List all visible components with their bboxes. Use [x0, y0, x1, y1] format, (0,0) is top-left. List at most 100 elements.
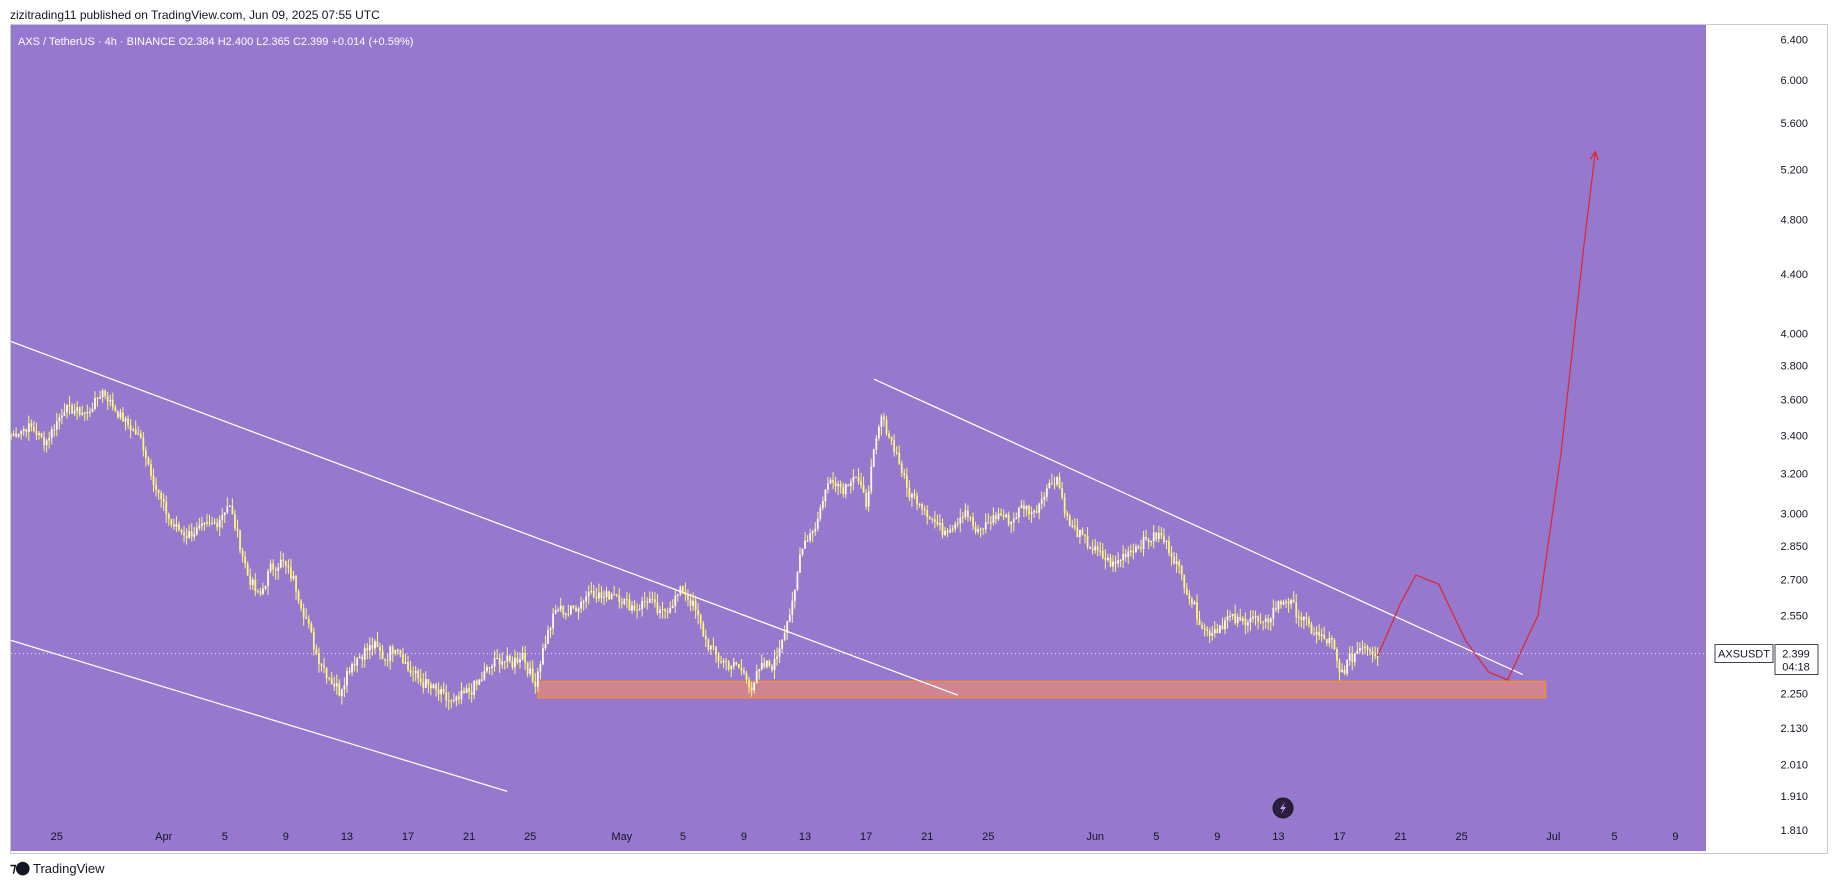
candle-body [460, 690, 463, 700]
x-tick-label: 5 [222, 831, 228, 843]
ohlc-legend: AXS / TetherUS · 4h · BINANCE O2.384 H2.… [18, 36, 413, 48]
candle-body [1051, 482, 1053, 485]
y-tick-label: 3.000 [1780, 509, 1808, 521]
x-tick-label: 17 [402, 831, 414, 843]
candle-body [374, 641, 376, 649]
candle-body [732, 661, 735, 667]
candle-body [55, 421, 58, 430]
x-tick-label: 5 [1611, 831, 1617, 843]
candle-body [699, 615, 702, 624]
candle-body [702, 623, 705, 636]
candle-body [1089, 546, 1091, 549]
candle-body [1122, 553, 1125, 561]
candle-body [972, 517, 974, 527]
candle-body [926, 510, 929, 517]
candle-body [585, 596, 588, 602]
candle-body [71, 405, 73, 414]
candle-body [829, 479, 832, 484]
x-tick-label: 25 [982, 831, 994, 843]
candle-body [437, 689, 440, 695]
candle-body [152, 475, 155, 485]
x-tick-label: 9 [741, 831, 747, 843]
candle-body [1231, 613, 1234, 617]
candle-body [1119, 560, 1122, 562]
candle-body [860, 481, 862, 486]
candle-body [68, 405, 71, 407]
last-price-badge [1774, 644, 1819, 675]
candle-body [852, 476, 855, 483]
candle-body [615, 594, 618, 596]
candle-body [195, 527, 198, 535]
candle-body [384, 658, 387, 661]
candle-body [727, 661, 730, 669]
candle-body [101, 390, 104, 397]
candle-body [857, 477, 860, 482]
candle-body [172, 524, 175, 527]
candle-body [127, 418, 129, 426]
candle-body [827, 483, 829, 490]
candle-body [1198, 619, 1201, 625]
candle-body [944, 530, 946, 536]
x-tick-label: 25 [1456, 831, 1468, 843]
x-tick-label: 9 [1214, 831, 1220, 843]
candle-body [99, 396, 101, 399]
plot-area [11, 25, 1706, 851]
candle-body [1124, 553, 1127, 557]
candle-body [954, 524, 957, 529]
candle-body [1112, 561, 1114, 567]
brand-label[interactable]: TradingView [33, 860, 105, 876]
candle-body [516, 657, 519, 663]
candle-body [598, 592, 600, 599]
candle-body [669, 608, 672, 613]
candle-body [1180, 566, 1183, 575]
candle-body [165, 501, 168, 515]
candle-body [982, 528, 985, 530]
candle-body [379, 647, 381, 651]
candle-body [1015, 517, 1018, 520]
candle-body [552, 613, 554, 629]
x-tick-label: Apr [155, 831, 172, 843]
candle-body [638, 609, 641, 611]
candle-body [48, 438, 51, 441]
candle-body [1038, 503, 1041, 513]
candle-body [1175, 561, 1178, 564]
candle-body [722, 660, 725, 663]
candle-body [465, 688, 468, 694]
candle-body [76, 407, 79, 412]
x-tick-label: 21 [921, 831, 933, 843]
candle-body [1297, 616, 1300, 618]
candle-body [682, 586, 684, 592]
candle-body [1277, 601, 1280, 610]
y-axis: 6.400 6.000 5.600 5.200 4.800 4.400 4.000 3.800… [1780, 34, 1808, 836]
candle-body [1371, 651, 1374, 655]
candle-body [564, 613, 567, 615]
candle-body [480, 679, 483, 681]
candle-body [335, 683, 338, 687]
candle-body [1211, 633, 1214, 636]
candle-body [824, 489, 827, 502]
candle-body [1333, 639, 1336, 649]
candle-body [870, 466, 873, 492]
candle-body [491, 666, 493, 668]
y-tick-label: 1.810 [1780, 825, 1808, 837]
candle-body [292, 575, 295, 579]
x-tick-label: 5 [1153, 831, 1159, 843]
candle-body [328, 678, 331, 680]
candle-body [570, 605, 572, 614]
candle-body [519, 659, 521, 663]
candle-body [1221, 625, 1224, 630]
candle-body [900, 463, 903, 474]
candle-body [1364, 646, 1366, 648]
candle-body [1193, 602, 1196, 605]
candle-body [946, 530, 949, 533]
candle-body [117, 411, 119, 418]
candle-body [399, 649, 402, 655]
candle-body [834, 482, 837, 487]
x-tick-label: 17 [860, 831, 872, 843]
trendline-1 [10, 340, 958, 696]
candle-body [1043, 496, 1046, 500]
candle-body [167, 514, 170, 519]
candle-body [27, 423, 30, 432]
candle-body [905, 475, 908, 488]
